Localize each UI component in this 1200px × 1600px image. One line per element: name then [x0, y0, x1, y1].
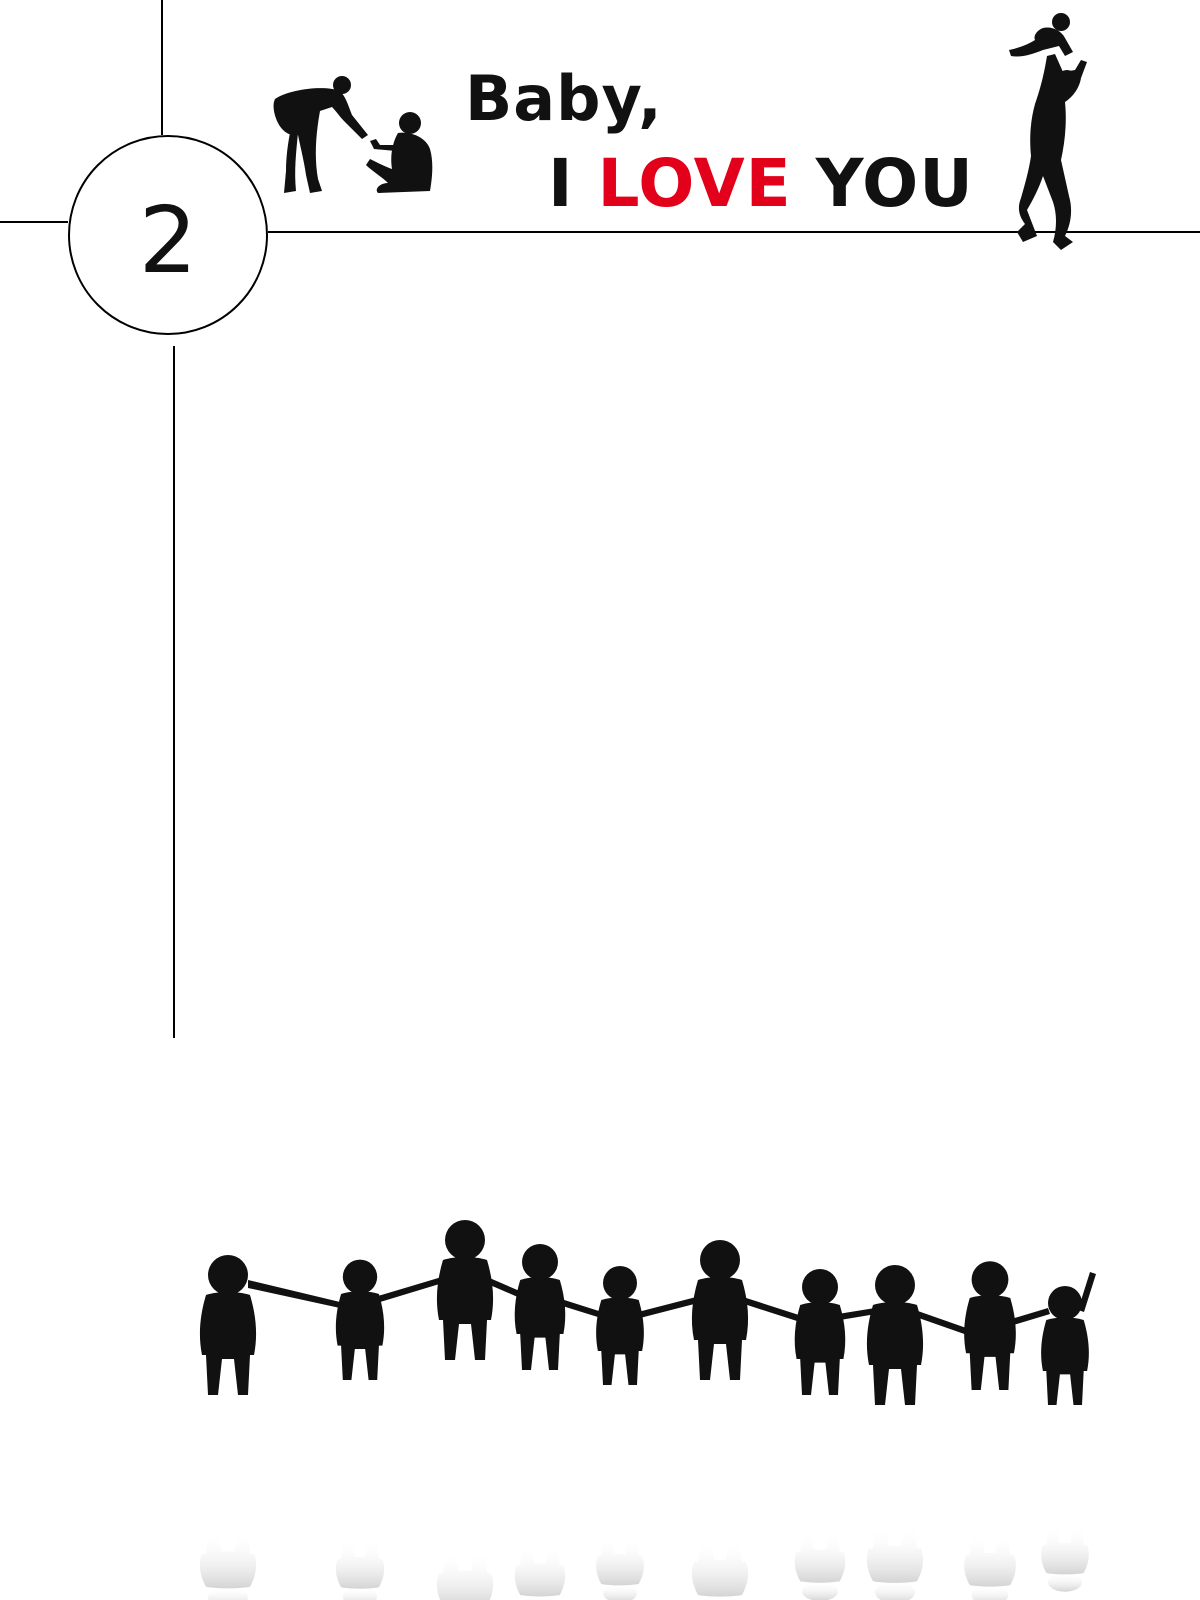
- page-number: 2: [138, 187, 198, 294]
- header-horizontal-rule: [268, 231, 1200, 233]
- title-suffix: YOU: [791, 145, 974, 222]
- children-holding-hands-illustration: [199, 1220, 1096, 1600]
- title-line-love: I LOVE YOU: [548, 145, 974, 222]
- margin-vertical-rule: [173, 346, 175, 1038]
- adult-helping-child-illustration: [273, 76, 433, 193]
- left-horizontal-rule: [0, 221, 68, 223]
- title-prefix: I: [548, 145, 598, 222]
- title-accent-word: LOVE: [597, 145, 792, 222]
- title-line-baby: Baby,: [465, 62, 663, 135]
- father-lifting-baby-illustration: [1009, 13, 1087, 250]
- page-number-badge: 2: [68, 135, 268, 335]
- top-vertical-rule: [161, 0, 163, 135]
